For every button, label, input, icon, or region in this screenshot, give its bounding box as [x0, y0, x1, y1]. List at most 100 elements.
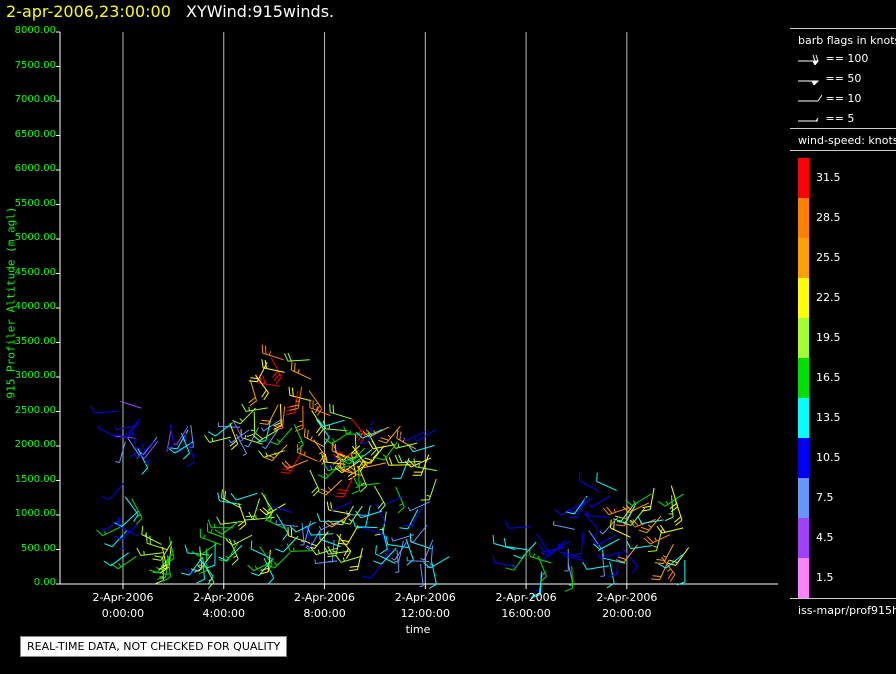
wind-barb [218, 545, 243, 562]
wind-barb [588, 495, 611, 508]
wind-barb [137, 448, 149, 475]
y-tick-label: 0.00 [33, 577, 56, 588]
x-tick-label: 2-Apr-2006 16:00:00 [495, 591, 557, 620]
wind-barb [254, 374, 269, 401]
barb-legend-row: == 100 [798, 52, 869, 66]
wind-barb [664, 495, 674, 522]
wind-barb [329, 403, 352, 420]
wind-barb [260, 418, 283, 432]
wind-barb [492, 534, 516, 550]
colorbar-swatch [798, 438, 809, 478]
wind-barb [585, 511, 609, 518]
wind-barb [275, 535, 299, 553]
wind-barb [351, 468, 360, 495]
wind-barb [309, 469, 320, 497]
wind-barb [505, 552, 528, 571]
wind-barb [558, 543, 581, 559]
wind-barb [317, 463, 343, 480]
wind-barb [413, 458, 438, 472]
wind-barb [258, 450, 285, 458]
barb-sample-icon [798, 94, 823, 102]
wind-barb [615, 506, 636, 527]
wind-barb [246, 411, 256, 438]
wind-barb [114, 425, 138, 431]
wind-barb [379, 527, 388, 555]
wind-barb [166, 536, 175, 564]
wind-barb [380, 532, 390, 559]
wind-barb [538, 544, 566, 553]
y-tick-label: 2500.00 [14, 404, 56, 416]
barb-legend-label: == 100 [822, 52, 869, 65]
wind-barb [308, 390, 323, 416]
wind-barb [391, 534, 415, 542]
wind-barb [428, 562, 437, 590]
wind-barb [552, 520, 575, 530]
wind-barb [673, 499, 683, 526]
x-axis-label: time [405, 623, 431, 636]
wind-barb [317, 419, 345, 427]
wind-barb [214, 520, 240, 535]
wind-barb [622, 502, 650, 513]
colorbar-label: 22.5 [816, 291, 841, 304]
wind-barb [529, 547, 552, 564]
legend-divider [790, 598, 896, 599]
wind-barb [248, 361, 268, 383]
wind-barb [414, 429, 436, 442]
barb-sample-icon [798, 117, 819, 122]
wind-barb [244, 427, 259, 448]
x-tick-label: 2-Apr-2006 20:00:00 [596, 591, 658, 620]
wind-barb [412, 454, 430, 476]
wind-barb [368, 440, 395, 450]
wind-barb [189, 425, 194, 448]
wind-barb [119, 418, 140, 438]
wind-barb [582, 561, 609, 570]
wind-barb [407, 444, 435, 453]
wind-barb [303, 428, 325, 448]
wind-barb [385, 536, 410, 549]
wind-barb [380, 496, 403, 506]
wind-barb [492, 554, 517, 568]
wind-barb [375, 441, 398, 461]
wind-barb [336, 533, 352, 559]
wind-barb [207, 519, 234, 529]
y-tick-label: 5500.00 [14, 197, 56, 209]
wind-barb [338, 525, 359, 545]
wind-barb [643, 534, 671, 545]
wind-barb [341, 447, 366, 465]
wind-barb [537, 555, 547, 583]
wind-barb [117, 517, 138, 537]
wind-barb [399, 431, 426, 442]
colorbar-swatch [798, 518, 809, 558]
wind-barb [641, 487, 655, 512]
y-tick-label: 4500.00 [14, 266, 56, 278]
wind-barb [564, 566, 574, 592]
wind-barb [638, 515, 662, 534]
wind-barb [573, 531, 584, 556]
wind-barb [229, 423, 239, 450]
wind-barb [407, 501, 431, 512]
wind-barb [564, 548, 569, 572]
wind-barb [324, 514, 351, 528]
wind-barb [139, 436, 158, 456]
wind-barb [353, 477, 380, 487]
wind-barb [385, 457, 411, 466]
wind-barb [351, 418, 366, 444]
wind-barb [286, 543, 313, 552]
wind-barb [373, 547, 397, 565]
wind-barb [566, 497, 592, 514]
wind-barb [270, 502, 293, 514]
wind-barb [250, 540, 272, 559]
wind-barb [323, 463, 350, 472]
wind-barb [286, 390, 299, 416]
wind-barb [676, 559, 686, 586]
y-tick-label: 1000.00 [14, 508, 56, 519]
wind-barb [334, 460, 361, 474]
wind-barb [261, 430, 278, 450]
x-tick-label: 2-Apr-2006 0:00:00 [92, 591, 154, 620]
y-tick-label: 3500.00 [14, 335, 56, 347]
wind-barb [319, 530, 341, 548]
colorbar-swatch [798, 318, 809, 358]
barb-legend-row: == 10 [798, 92, 861, 105]
wind-barb [259, 404, 279, 425]
